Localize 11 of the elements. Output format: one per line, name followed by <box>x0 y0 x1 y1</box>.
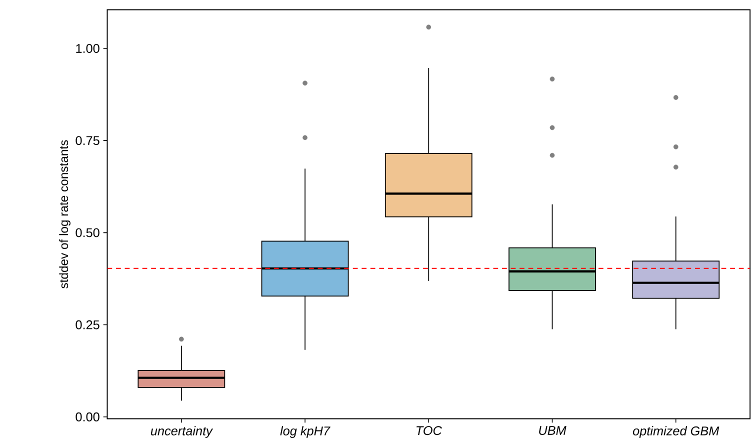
x-tick-label: log kpH7 <box>280 426 330 438</box>
x-tick-label: TOC <box>416 426 442 436</box>
x-tick-label: optimized GBM <box>632 426 720 438</box>
y-tick-label: 0.25 <box>76 320 100 330</box>
y-tick-label: 0.00 <box>76 412 100 422</box>
y-tick-label: 0.75 <box>76 136 100 145</box>
y-tick-label: 1.00 <box>76 44 100 53</box>
x-tick-label: uncertainty <box>150 426 214 438</box>
x-tick-label: UBM <box>539 426 566 435</box>
y-axis-title: stddev of log rate constants <box>59 140 70 288</box>
y-tick-label: 0.50 <box>76 228 100 238</box>
